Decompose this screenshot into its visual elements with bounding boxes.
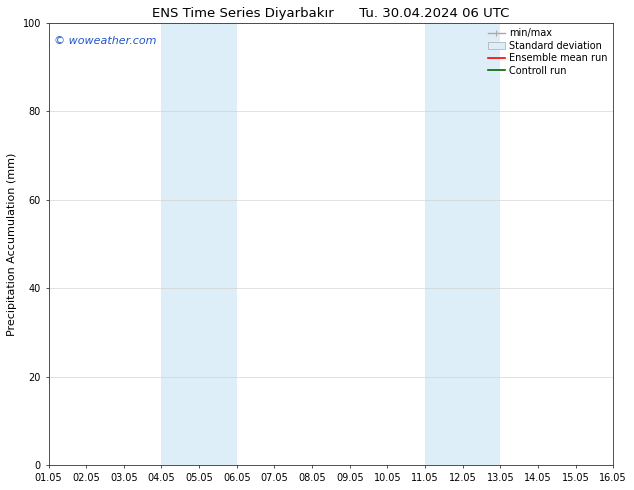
Y-axis label: Precipitation Accumulation (mm): Precipitation Accumulation (mm)	[7, 152, 17, 336]
Text: © woweather.com: © woweather.com	[54, 36, 157, 46]
Legend: min/max, Standard deviation, Ensemble mean run, Controll run: min/max, Standard deviation, Ensemble me…	[484, 25, 611, 78]
Title: ENS Time Series Diyarbakır      Tu. 30.04.2024 06 UTC: ENS Time Series Diyarbakır Tu. 30.04.202…	[152, 7, 510, 20]
Bar	[162, 23, 236, 466]
Bar	[425, 23, 500, 466]
